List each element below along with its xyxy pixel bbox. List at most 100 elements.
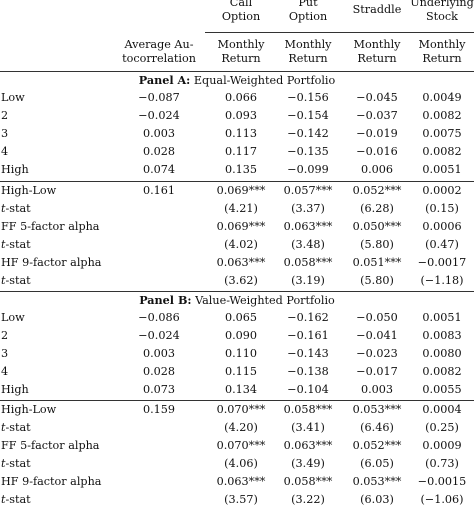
table-cell: (0.47) [425, 238, 459, 251]
table-cell: 0.134 [224, 383, 258, 396]
row-label-italic: t [1, 421, 6, 434]
table-cell: 0.053*** [352, 403, 402, 416]
table-cell: 0.090 [224, 329, 258, 342]
table-row: 4 0.028 0.115 −0.138 −0.017 0.0082 [0, 363, 474, 381]
row-label: 4 [1, 363, 8, 381]
table-cell: (5.80) [360, 274, 394, 287]
row-label: 2 [1, 327, 8, 345]
row-label: High [1, 161, 29, 179]
header-text: Return [422, 52, 462, 65]
row-label: t-stat [1, 419, 31, 437]
row-label-text: HF 9-factor alpha [1, 256, 102, 269]
header-text: Underlying [410, 0, 474, 9]
panel-b-title-rest: Value-Weighted Portfolio [191, 294, 335, 307]
table-cell: 0.074 [142, 163, 176, 176]
header-text: Option [221, 10, 261, 23]
row-label-italic: t [1, 274, 6, 287]
table-cell: 0.052*** [352, 439, 402, 452]
table-cell: 0.073 [142, 383, 176, 396]
header-text: Monthly [284, 38, 332, 51]
table-cell: −0.0015 [417, 475, 467, 488]
row-label: 3 [1, 125, 8, 143]
row-label-text: 4 [1, 365, 9, 378]
table-cell: −0.161 [287, 329, 329, 342]
row-label: High [1, 381, 29, 399]
row-label: 4 [1, 143, 8, 161]
table-cell: 0.0075 [422, 127, 462, 140]
table-cell: 0.050*** [352, 220, 402, 233]
table-cell: 0.058*** [283, 403, 333, 416]
row-label-text: -stat [5, 421, 31, 434]
table-cell: (4.21) [224, 202, 258, 215]
table-cell: 0.0083 [422, 329, 462, 342]
table-cell: 0.070*** [216, 439, 266, 452]
table-cell: −0.156 [287, 91, 329, 104]
table-row: t-stat (3.62) (3.19) (5.80) (−1.18) [0, 272, 474, 290]
row-label: 3 [1, 345, 8, 363]
table-cell: 0.070*** [216, 403, 266, 416]
table-cell: 0.058*** [283, 475, 333, 488]
table-cell: −0.050 [356, 311, 398, 324]
table-cell: 0.063*** [283, 439, 333, 452]
table-row: HF 9-factor alpha 0.063*** 0.058*** 0.053**… [0, 473, 474, 491]
table-cell: −0.099 [287, 163, 329, 176]
table-row: 2 −0.024 0.090 −0.161 −0.041 0.0083 [0, 327, 474, 345]
row-label-italic: t [1, 202, 6, 215]
table-cell: 0.052*** [352, 184, 402, 197]
row-label: FF 5-factor alpha [1, 218, 99, 236]
header-text: Monthly [217, 38, 265, 51]
table-row: High 0.074 0.135 −0.099 0.006 0.0051 [0, 161, 474, 179]
table-cell: 0.159 [142, 403, 176, 416]
table-cell: (5.80) [360, 238, 394, 251]
header-straddle: Straddle [343, 3, 411, 17]
table-cell: (−1.06) [420, 493, 464, 506]
row-label-text: FF 5-factor alpha [1, 439, 100, 452]
table-cell: 0.003 [142, 127, 176, 140]
table-row: High 0.073 0.134 −0.104 0.003 0.0055 [0, 381, 474, 399]
header-rule [205, 32, 474, 33]
row-label-text: High [1, 163, 29, 176]
table-cell: (3.48) [291, 238, 325, 251]
table-cell: −0.016 [356, 145, 398, 158]
row-label: 2 [1, 107, 8, 125]
table-cell: (0.15) [425, 202, 459, 215]
table-cell: −0.135 [287, 145, 329, 158]
table-cell: 0.0004 [422, 403, 462, 416]
table-cell: −0.138 [287, 365, 329, 378]
table-cell: −0.154 [287, 109, 329, 122]
table-cell: (4.06) [224, 457, 258, 470]
table-cell: 0.113 [224, 127, 258, 140]
row-label-text: 2 [1, 109, 9, 122]
table-cell: 0.0080 [422, 347, 462, 360]
row-label-text: HF 9-factor alpha [1, 475, 102, 488]
header-text: Put [298, 0, 318, 9]
panel-a-title: Panel A: Equal-Weighted Portfolio [0, 71, 474, 90]
table-cell: 0.058*** [283, 256, 333, 269]
row-label: Low [1, 89, 25, 107]
table-cell: 0.115 [224, 365, 258, 378]
panel-b-mid-rule [0, 400, 474, 401]
row-label-text: 4 [1, 145, 9, 158]
header-bottom-rule [0, 71, 474, 72]
table-row: t-stat (4.21) (3.37) (6.28) (0.15) [0, 200, 474, 218]
table-row: t-stat (3.57) (3.22) (6.03) (−1.06) [0, 491, 474, 509]
table-row: Low −0.087 0.066 −0.156 −0.045 0.0049 [0, 89, 474, 107]
table-cell: 0.069*** [216, 184, 266, 197]
table-cell: −0.162 [287, 311, 329, 324]
header-text: Stock [426, 10, 458, 23]
table-cell: 0.065 [224, 311, 258, 324]
table-cell: (3.19) [291, 274, 325, 287]
header-text: tocorrelation [122, 52, 196, 65]
table-cell: (3.22) [291, 493, 325, 506]
row-label-italic: t [1, 457, 6, 470]
table-cell: −0.019 [356, 127, 398, 140]
row-label: t-stat [1, 272, 31, 290]
header-underlying-stock: Underlying Stock [410, 0, 474, 24]
panel-a-title-bold: Panel A: [138, 73, 191, 87]
table-cell: 0.0082 [422, 365, 462, 378]
table-row: t-stat (4.06) (3.49) (6.05) (0.73) [0, 455, 474, 473]
table-cell: 0.0051 [422, 311, 462, 324]
table-cell: (6.03) [360, 493, 394, 506]
table-cell: 0.110 [224, 347, 258, 360]
table-row: High-Low 0.159 0.070*** 0.058*** 0.053*** 0.0… [0, 401, 474, 419]
